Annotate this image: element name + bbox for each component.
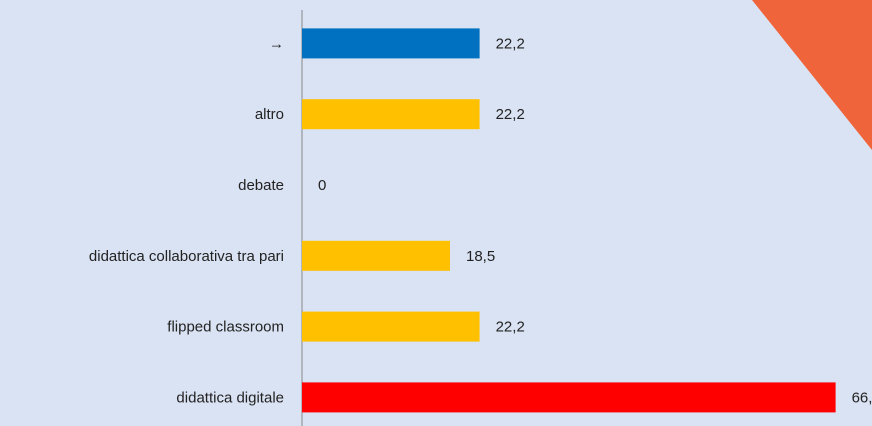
y-tick-label: altro — [255, 106, 284, 123]
data-label: 66,7 — [852, 389, 872, 406]
corner-decoration — [752, 0, 872, 150]
y-tick-label: → — [269, 35, 284, 52]
bar — [302, 99, 480, 130]
y-tick-label: flipped classroom — [167, 319, 284, 336]
y-tick-label: didattica collaborativa tra pari — [89, 248, 284, 265]
y-tick-label: debate — [238, 177, 284, 194]
data-label: 22,2 — [496, 319, 525, 336]
data-label: 22,2 — [496, 35, 525, 52]
bar — [302, 311, 480, 342]
bar — [302, 240, 450, 271]
bar — [302, 382, 836, 413]
bar — [302, 28, 480, 59]
y-tick-label: didattica digitale — [176, 389, 284, 406]
data-label: 22,2 — [496, 106, 525, 123]
data-label: 0 — [318, 177, 326, 194]
data-label: 18,5 — [466, 248, 495, 265]
